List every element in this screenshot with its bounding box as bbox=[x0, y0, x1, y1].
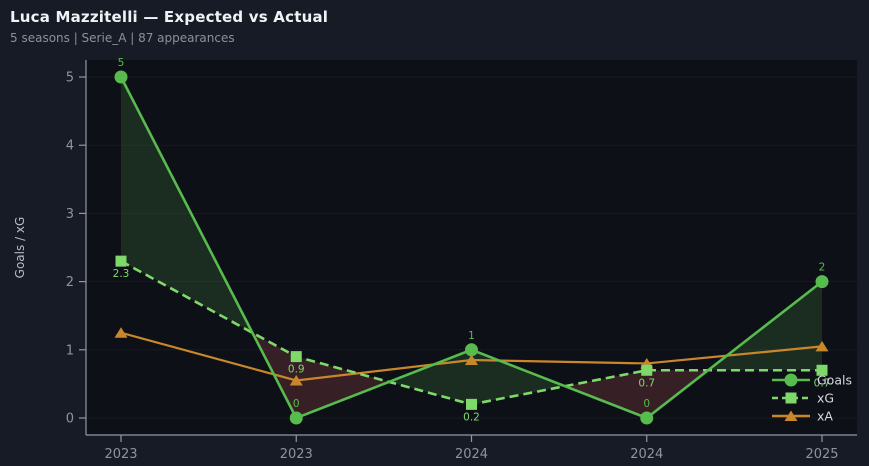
triangle-marker bbox=[114, 327, 128, 338]
circle-marker bbox=[784, 373, 798, 387]
xg-data-label: 0.7 bbox=[814, 377, 831, 389]
square-marker bbox=[290, 351, 302, 363]
chart-header: Luca Mazzitelli — Expected vs Actual 5 s… bbox=[10, 8, 328, 45]
xg-data-label: 0.7 bbox=[638, 377, 655, 389]
x-tick-label: 2023 bbox=[104, 447, 137, 462]
legend-label: xG bbox=[817, 391, 834, 406]
goals-series: 5 0 1 0 2 bbox=[114, 57, 829, 425]
xg-data-label: 0.9 bbox=[288, 364, 305, 376]
axes: 0 1 2 3 4 5 2023 2023 2024 2024 2025 Goals / xG bbox=[13, 60, 857, 462]
legend-label: xA bbox=[817, 409, 833, 424]
underperformance-fill bbox=[296, 356, 390, 418]
y-tick-label: 2 bbox=[66, 275, 74, 290]
square-marker bbox=[641, 364, 653, 376]
y-tick-label: 0 bbox=[66, 412, 74, 427]
xg-data-label: 2.3 bbox=[113, 268, 130, 280]
square-marker bbox=[115, 255, 127, 267]
xg-data-label: 0.2 bbox=[463, 411, 480, 423]
circle-marker bbox=[465, 343, 478, 357]
circle-marker bbox=[114, 70, 128, 84]
xg-series: 2.3 0.9 0.2 0.7 0.7 bbox=[113, 255, 831, 423]
legend-label: Goals bbox=[817, 373, 852, 388]
chart-subtitle: 5 seasons | Serie_A | 87 appearances bbox=[10, 31, 235, 45]
square-marker bbox=[466, 398, 477, 410]
circle-marker bbox=[815, 275, 829, 289]
circle-marker bbox=[289, 411, 303, 425]
gridlines bbox=[86, 76, 857, 419]
goals-data-label: 2 bbox=[819, 262, 826, 274]
y-tick-label: 1 bbox=[66, 343, 74, 358]
x-tick-label: 2023 bbox=[280, 447, 313, 462]
square-marker bbox=[785, 392, 797, 404]
y-tick-label: 4 bbox=[66, 139, 74, 154]
triangle-marker bbox=[784, 410, 798, 421]
underperformance-fill bbox=[564, 370, 647, 418]
y-tick-label: 5 bbox=[66, 71, 74, 86]
x-tick-label: 2024 bbox=[455, 447, 488, 462]
circle-marker bbox=[640, 411, 654, 425]
triangle-marker bbox=[815, 340, 829, 352]
xa-series bbox=[114, 327, 829, 386]
x-tick-label: 2025 bbox=[805, 447, 838, 462]
x-tick-label: 2024 bbox=[630, 447, 663, 462]
goals-data-label: 0 bbox=[293, 398, 300, 410]
goals-data-label: 1 bbox=[468, 330, 475, 342]
square-marker bbox=[816, 364, 828, 376]
goals-data-label: 5 bbox=[118, 57, 125, 69]
legend: Goals xG xA bbox=[772, 373, 852, 424]
plot-area bbox=[86, 60, 857, 435]
triangle-marker bbox=[289, 374, 303, 386]
goals-data-label: 0 bbox=[643, 398, 650, 410]
triangle-marker bbox=[465, 354, 478, 366]
y-tick-label: 3 bbox=[66, 207, 74, 222]
chart-title: Luca Mazzitelli — Expected vs Actual bbox=[10, 8, 329, 26]
y-axis-label: Goals / xG bbox=[13, 217, 27, 279]
